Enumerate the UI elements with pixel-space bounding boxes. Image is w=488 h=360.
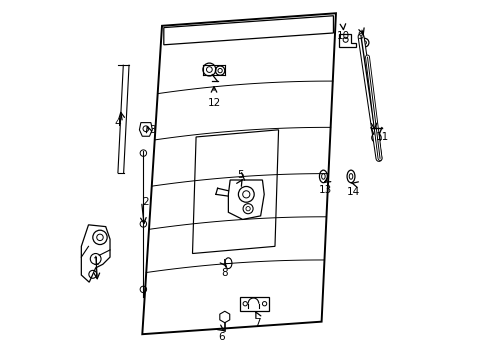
Text: 8: 8: [221, 268, 227, 278]
Text: 1: 1: [92, 257, 99, 267]
Text: 3: 3: [149, 125, 156, 135]
Text: 10: 10: [336, 31, 349, 41]
Text: 5: 5: [237, 170, 244, 180]
Text: 13: 13: [318, 185, 331, 195]
Text: 6: 6: [218, 332, 224, 342]
Text: 11: 11: [375, 132, 388, 141]
Text: 2: 2: [142, 197, 149, 207]
Text: 9: 9: [357, 31, 364, 41]
Text: 4: 4: [114, 118, 121, 128]
Text: 12: 12: [207, 98, 220, 108]
Text: 7: 7: [253, 318, 260, 328]
Text: 14: 14: [346, 187, 360, 197]
